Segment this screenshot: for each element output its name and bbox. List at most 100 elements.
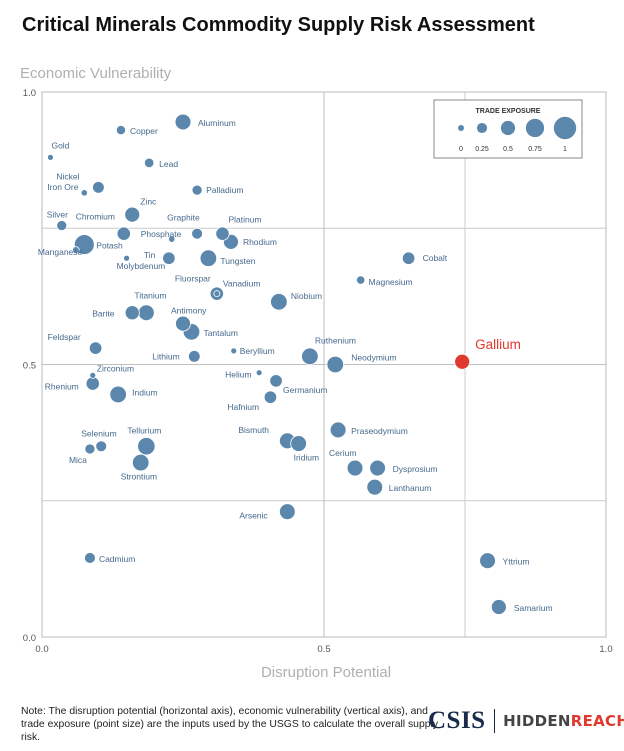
point-ruthenium [301, 347, 319, 366]
label-titanium: Titanium [134, 291, 166, 301]
legend: TRADE EXPOSURE 0 0.25 0.5 0.75 1 [433, 99, 583, 159]
point-antimony [175, 315, 191, 332]
point-gallium [454, 353, 471, 370]
label-copper: Copper [130, 126, 158, 136]
label-molybdenum: Molybdenum [117, 261, 166, 271]
label-rhenium: Rhenium [45, 382, 79, 392]
label-potash: Potash [96, 241, 123, 251]
point-nickel [92, 181, 105, 194]
point-samarium [490, 599, 507, 615]
label-tin: Tin [144, 250, 156, 260]
legend-point [500, 120, 516, 136]
point-indium [109, 385, 127, 404]
point-hafnium [263, 390, 278, 404]
label-feldspar: Feldspar [48, 332, 81, 342]
point-zinc [124, 206, 141, 223]
label-palladium: Palladium [206, 185, 243, 195]
point-niobium [270, 293, 288, 311]
label-graphite: Graphite [167, 213, 200, 223]
point-platinum [215, 226, 230, 241]
legend-point [458, 125, 464, 131]
y-tick-label: 0.0 [23, 633, 36, 644]
label-beryllium: Beryllium [240, 346, 275, 356]
axes: 0.00.0 0.5 0.5 1.0 1.0 Disruption Potential Ec… [20, 65, 613, 681]
label-tellurium: Tellurium [127, 425, 161, 435]
point-tellurium [137, 437, 156, 456]
legend-label: 0 [459, 146, 463, 153]
y-axis-label: Economic Vulnerability [20, 65, 172, 82]
point-germanium [269, 374, 283, 388]
label-magnesium: Magnesium [369, 277, 413, 287]
label-rhodium: Rhodium [243, 237, 277, 247]
legend-label: 0.25 [475, 146, 489, 153]
legend-point [525, 118, 545, 138]
point-beryllium [230, 347, 238, 355]
logo: CSIS HIDDEN REACH [428, 707, 624, 734]
label-vanadium: Vanadium [223, 279, 261, 289]
label-mica: Mica [69, 455, 87, 465]
point-magnesium [356, 275, 366, 285]
label-fluorspar: Fluorspar [175, 274, 211, 284]
scatter-chart: 0.00.0 0.5 0.5 1.0 1.0 Disruption Potential Ec… [20, 65, 613, 681]
point-praseodymium [329, 421, 347, 439]
y-tick-label: 0.5 [23, 361, 36, 372]
point-lanthanum [366, 478, 384, 496]
point-iridium [290, 435, 307, 452]
point-phosphate [168, 235, 176, 243]
point-lithium [188, 350, 201, 363]
label-cadmium: Cadmium [99, 554, 135, 564]
label-tungsten: Tungsten [220, 256, 255, 266]
label-phosphate: Phosphate [141, 229, 182, 239]
label-dysprosium: Dysprosium [393, 464, 438, 474]
label-yttrium: Yttrium [503, 557, 530, 567]
label-hafnium: Hafnium [227, 402, 259, 412]
point-gold [47, 153, 54, 161]
label-ruthenium: Ruthenium [315, 335, 356, 345]
point-molybdenum [123, 254, 130, 262]
point-graphite [191, 227, 203, 240]
label-barite: Barite [92, 309, 114, 319]
x-tick-label: 0.0 [35, 644, 48, 655]
point-feldspar [88, 341, 103, 355]
point-tin [162, 251, 176, 265]
data-points [47, 113, 507, 615]
label-gallium: Gallium [475, 337, 521, 352]
label-chromium: Chromium [76, 212, 115, 222]
point-helium [255, 369, 263, 377]
label-manganese: Manganese [38, 247, 83, 257]
footnote: Note: The disruption potential (horizont… [21, 706, 439, 743]
label-samarium: Samarium [514, 603, 553, 613]
label-silver: Silver [47, 210, 68, 220]
legend-label: 0.75 [528, 146, 542, 153]
x-tick-label: 0.5 [317, 644, 330, 655]
point-selenium [95, 440, 108, 453]
label-lithium: Lithium [152, 351, 179, 361]
label-gold: Gold [51, 140, 69, 150]
plot-frame [41, 91, 607, 638]
point-barite [124, 305, 140, 321]
label-lanthanum: Lanthanum [389, 483, 432, 493]
point-chromium [116, 226, 131, 241]
point-aluminum [174, 113, 192, 131]
label-cerium: Cerium [329, 448, 356, 458]
point-manganese [72, 246, 80, 254]
label-neodymium: Neodymium [351, 353, 396, 363]
chart-title: Critical Minerals Commodity Supply Risk … [22, 14, 535, 36]
point-silver [56, 220, 68, 231]
point-palladium [191, 184, 203, 196]
point-cobalt [401, 251, 416, 265]
point-arsenic [279, 503, 296, 520]
point-cadmium [84, 552, 96, 564]
label-tantalum: Tantalum [203, 328, 238, 338]
x-tick-label: 1.0 [599, 644, 612, 655]
label-lead: Lead [159, 159, 178, 169]
csis-logo: CSIS [428, 707, 486, 734]
label-nickel: Nickel [56, 171, 79, 181]
point-zirconium [89, 371, 97, 379]
label-cobalt: Cobalt [423, 253, 448, 263]
point-iron-ore [80, 189, 88, 197]
label-iron-ore: Iron Ore [47, 182, 78, 192]
legend-label: 0.5 [503, 146, 513, 153]
label-praseodymium: Praseodymium [351, 426, 408, 436]
logo-divider [493, 709, 496, 733]
